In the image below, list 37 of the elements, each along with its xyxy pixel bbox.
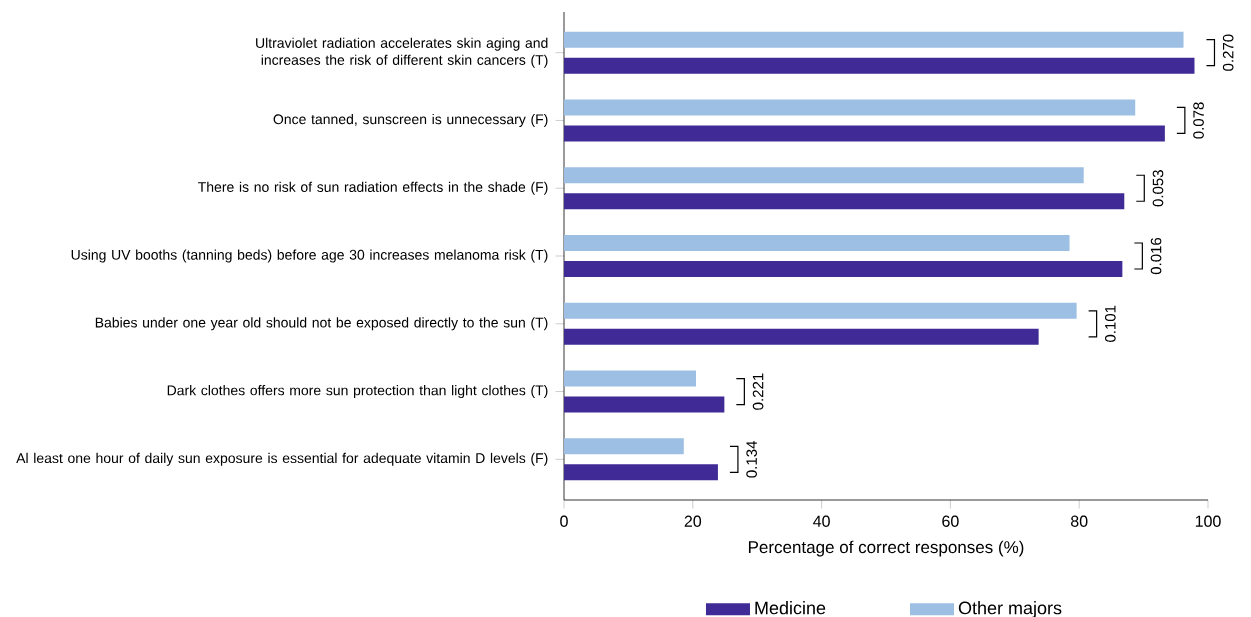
x-axis-title: Percentage of correct responses (%) [748, 540, 1024, 557]
legend-label: Other majors [958, 601, 1062, 617]
y-tick-label: Using UV booths (tanning beds) before age 30 increases melanoma risk (T) [71, 249, 548, 263]
y-tick-label: Ultraviolet radiation accelerates skin aging and increases the risk of different skin cancers (T) [256, 37, 548, 68]
bar [564, 31, 1184, 48]
x-tick-label: 60 [942, 515, 959, 527]
x-tick-label: 80 [1071, 515, 1088, 527]
bar [564, 235, 1070, 252]
annotation: 0.101 [1105, 305, 1116, 342]
y-tick-label: Once tanned, sunscreen is unnecessary (F) [273, 113, 548, 127]
bar [564, 261, 1123, 278]
bar [564, 57, 1195, 74]
annotation: 0.053 [1152, 170, 1164, 207]
text: 0.270 [1222, 34, 1234, 71]
annotation: 0.016 [1150, 237, 1162, 275]
annotation: 0.078 [1193, 102, 1204, 139]
x-tick-label: 20 [684, 515, 702, 527]
bar [564, 370, 697, 387]
y-tick-label: There is no risk of sun radiation effects in the shade (F) [198, 181, 548, 195]
bar [564, 99, 1136, 116]
legend-label: Medicine [755, 601, 826, 615]
x-tick-label: 40 [813, 515, 830, 527]
x-tick-label: 100 [1195, 515, 1221, 527]
y-tick-label: Babies under one year old should not be exposed directly to the sun (T) [95, 317, 548, 331]
bar [564, 167, 1084, 184]
x-tick-label: 0 [560, 515, 568, 527]
bar [564, 193, 1125, 210]
bar [564, 302, 1077, 319]
annotation: 0.134 [746, 441, 757, 478]
bar [564, 328, 1039, 345]
y-tick-label: Dark clothes offers more sun protection than light clothes (T) [167, 385, 548, 399]
bar [564, 125, 1165, 142]
bar [564, 396, 725, 413]
bar [564, 438, 684, 455]
annotation: 0.221 [752, 373, 764, 410]
bar [564, 464, 718, 481]
y-tick-label: Al least one hour of daily sun exposure is essential for adequate vitamin D levels (F) [16, 452, 548, 466]
